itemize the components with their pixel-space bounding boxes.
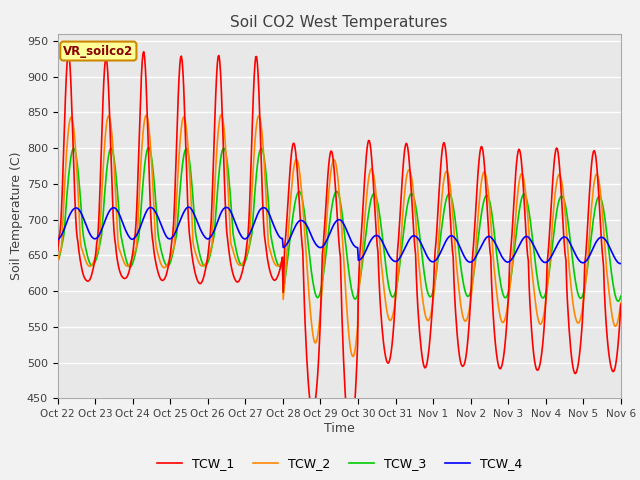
TCW_1 (122, 276, 129, 281)
TCW_1 (140, 49, 148, 55)
TCW_1 (617, 301, 625, 307)
TCW_3 (425, 293, 433, 299)
TCW_2 (218, 112, 225, 118)
TCW_3 (408, 191, 416, 197)
TCW_1 (426, 339, 433, 345)
TCW_4 (408, 233, 416, 239)
TCW_4 (425, 256, 433, 262)
TCW_4 (184, 204, 192, 210)
TCW_1 (54, 248, 61, 253)
TCW_2 (426, 315, 433, 321)
TCW_3 (54, 260, 61, 265)
TCW_2 (349, 354, 356, 360)
TCW_3 (122, 255, 129, 261)
TCW_1 (410, 221, 417, 227)
TCW_1 (180, 85, 188, 91)
TCW_4 (64, 216, 72, 222)
TCW_2 (410, 187, 417, 193)
TCW_1 (64, 53, 72, 59)
Line: TCW_3: TCW_3 (58, 147, 621, 301)
TCW_3 (617, 293, 625, 299)
Line: TCW_4: TCW_4 (58, 207, 621, 264)
TCW_2 (179, 115, 187, 121)
TCW_2 (64, 134, 72, 140)
Legend: TCW_1, TCW_2, TCW_3, TCW_4: TCW_1, TCW_2, TCW_3, TCW_4 (152, 452, 527, 475)
Line: TCW_2: TCW_2 (58, 115, 621, 357)
TCW_3 (145, 144, 152, 150)
TCW_1 (210, 158, 218, 164)
TCW_3 (64, 182, 72, 188)
TCW_4 (617, 261, 625, 266)
Line: TCW_1: TCW_1 (58, 52, 621, 436)
TCW_4 (179, 211, 187, 217)
Text: VR_soilco2: VR_soilco2 (63, 45, 134, 58)
TCW_2 (209, 226, 216, 232)
Y-axis label: Soil Temperature (C): Soil Temperature (C) (10, 152, 22, 280)
TCW_3 (614, 298, 622, 304)
Title: Soil CO2 West Temperatures: Soil CO2 West Temperatures (230, 15, 448, 30)
TCW_2 (54, 257, 61, 263)
X-axis label: Time: Time (324, 421, 355, 434)
TCW_1 (347, 433, 355, 439)
TCW_4 (122, 228, 129, 233)
TCW_4 (54, 237, 61, 242)
TCW_4 (210, 229, 218, 235)
TCW_2 (122, 263, 129, 268)
TCW_3 (210, 236, 218, 241)
TCW_3 (180, 153, 188, 159)
TCW_2 (617, 300, 625, 306)
